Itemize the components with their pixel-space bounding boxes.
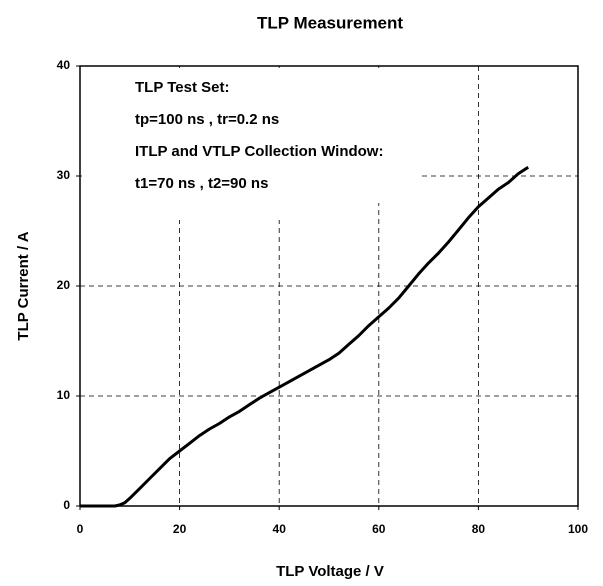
annotation: TLP Test Set:	[135, 79, 229, 96]
data-line	[80, 165, 530, 508]
x-tick-label: 100	[568, 522, 588, 536]
x-tick-label: 0	[77, 522, 84, 536]
plot-frame	[79, 65, 579, 507]
y-tick-label: 40	[57, 58, 71, 72]
y-tick-label: 30	[57, 168, 71, 182]
y-axis-label: TLP Current / A	[15, 231, 32, 340]
annotation-background	[82, 68, 342, 220]
annotation: t1=70 ns , t2=90 ns	[135, 175, 268, 192]
x-tick-label: 40	[273, 522, 287, 536]
annotation: tp=100 ns , tr=0.2 ns	[135, 111, 279, 128]
x-tick-label: 80	[472, 522, 486, 536]
chart-title: TLP Measurement	[257, 13, 403, 32]
x-axis-label: TLP Voltage / V	[276, 563, 384, 580]
x-tick-label: 20	[173, 522, 187, 536]
y-tick-label: 20	[57, 278, 71, 292]
annotation: ITLP and VTLP Collection Window:	[135, 143, 383, 160]
y-tick-label: 10	[57, 388, 71, 402]
y-tick-label: 0	[63, 498, 70, 512]
x-tick-label: 60	[372, 522, 386, 536]
